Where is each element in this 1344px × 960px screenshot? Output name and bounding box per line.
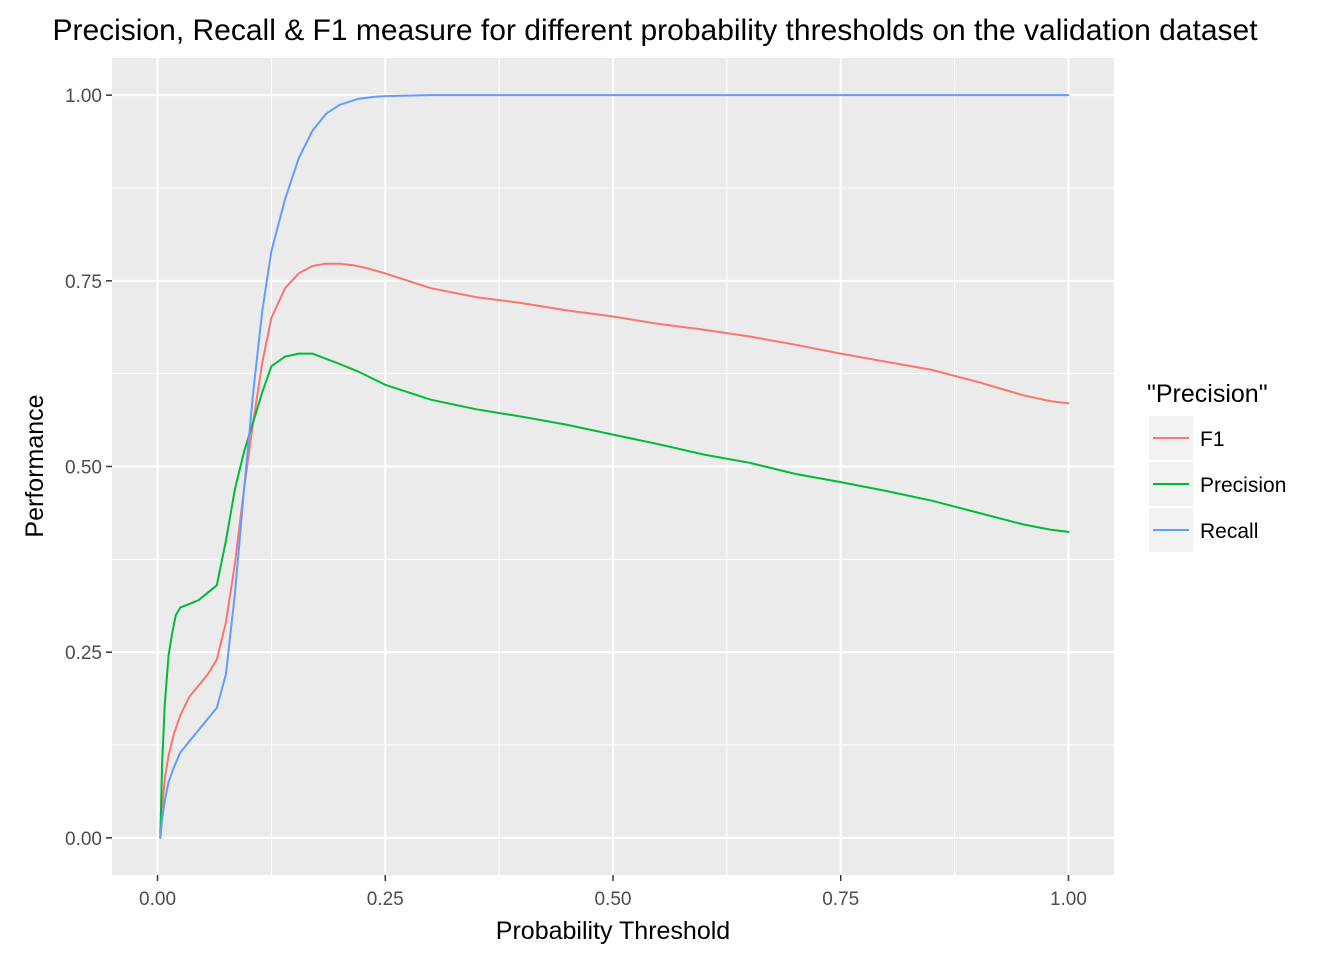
legend-label: F1 bbox=[1200, 428, 1225, 451]
series-line-precision bbox=[159, 352, 1070, 839]
x-tick-labels: 0.00 0.25 0.50 0.75 1.00 bbox=[139, 889, 1087, 910]
x-tick-label: 1.00 bbox=[1050, 889, 1087, 910]
x-axis-title: Probability Threshold bbox=[496, 917, 730, 945]
x-tick-label: 0.00 bbox=[139, 889, 176, 910]
legend-item-recall: Recall bbox=[1149, 508, 1258, 552]
legend-items: F1 Precision Recall bbox=[1149, 416, 1286, 552]
legend-item-precision: Precision bbox=[1149, 462, 1286, 506]
chart-title: Precision, Recall & F1 measure for diffe… bbox=[52, 14, 1258, 47]
y-tick-label: 0.50 bbox=[65, 458, 102, 479]
y-axis-title: Performance bbox=[21, 394, 49, 537]
series-line-f1 bbox=[159, 262, 1070, 839]
series-layer bbox=[159, 94, 1070, 839]
y-tick-label: 0.75 bbox=[65, 272, 102, 293]
legend: "Precision" F1 Precision Recall bbox=[1147, 380, 1286, 552]
y-tick-labels: 0.00 0.25 0.50 0.75 1.00 bbox=[65, 86, 102, 850]
legend-label: Recall bbox=[1200, 520, 1258, 543]
x-tick-label: 0.25 bbox=[367, 889, 404, 910]
legend-title: "Precision" bbox=[1147, 380, 1268, 408]
legend-label: Precision bbox=[1200, 474, 1286, 497]
axis-ticks bbox=[106, 94, 1070, 881]
y-tick-label: 0.00 bbox=[65, 829, 102, 850]
grid-major bbox=[112, 58, 1114, 875]
y-tick-label: 0.25 bbox=[65, 643, 102, 664]
x-tick-label: 0.50 bbox=[595, 889, 632, 910]
legend-item-f1: F1 bbox=[1149, 416, 1225, 460]
y-tick-label: 1.00 bbox=[65, 86, 102, 107]
series-line-recall bbox=[159, 94, 1070, 839]
x-tick-label: 0.75 bbox=[822, 889, 859, 910]
